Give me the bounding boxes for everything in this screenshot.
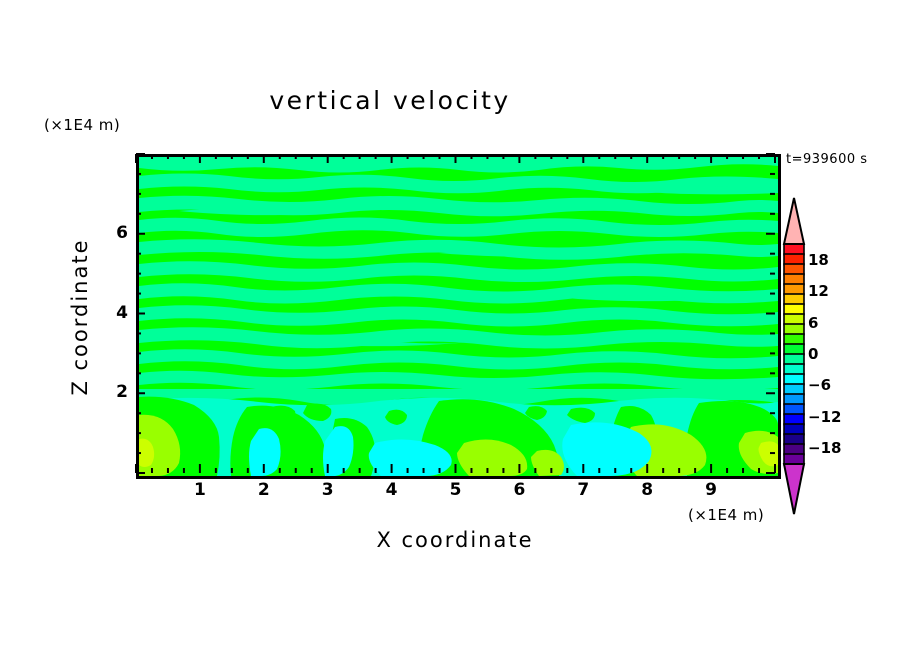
colorbar-band [783, 323, 805, 336]
colorbar-band [783, 353, 805, 366]
colorbar-band [783, 343, 805, 356]
page-title: vertical velocity [269, 86, 511, 115]
colorbar-tick-label: −6 [808, 376, 832, 395]
colorbar-band [783, 423, 805, 436]
x-axis-unit-label: (×1E4 m) [688, 506, 765, 524]
colorbar-band [783, 333, 805, 346]
colorbar-band [783, 253, 805, 266]
colorbar-band [783, 433, 805, 446]
x-axis-title: X coordinate [376, 528, 534, 552]
contour-plot-area [136, 154, 781, 479]
convective-cell-group [139, 396, 778, 476]
y-tick-label: 2 [116, 382, 128, 403]
colorbar-band [783, 313, 805, 326]
colorbar-band [783, 283, 805, 296]
x-tick-label: 7 [577, 480, 590, 500]
colorbar-band [783, 263, 805, 276]
colorbar-tick-label: −12 [808, 407, 842, 426]
x-tick-label: 4 [385, 480, 398, 500]
colorbar-band [783, 363, 805, 376]
y-tick-label: 4 [116, 302, 128, 323]
colorbar: 18 12 6 0 −6 −12 −18 [780, 196, 900, 530]
x-tick-label: 8 [641, 480, 654, 500]
colorbar-tick-label: 12 [808, 282, 829, 301]
x-tick-label: 1 [193, 480, 206, 500]
x-tick-label: 9 [705, 480, 718, 500]
colorbar-band [783, 403, 805, 416]
y-axis-unit-label: (×1E4 m) [44, 116, 121, 134]
wave-striation-group [139, 157, 778, 391]
colorbar-swatches [782, 197, 806, 515]
timestamp-annotation: t=939600 s [786, 152, 868, 167]
colorbar-band [783, 413, 805, 426]
colorbar-band [783, 273, 805, 286]
y-tick-label: 6 [116, 222, 128, 243]
contour-field [139, 157, 778, 476]
colorbar-band [783, 393, 805, 406]
colorbar-band [783, 443, 805, 456]
colorbar-tick-label: 6 [808, 313, 819, 332]
x-tick-label: 3 [321, 480, 334, 500]
colorbar-tick-label: 0 [808, 345, 819, 363]
colorbar-tick-label: 18 [808, 250, 829, 269]
colorbar-tick-label: −18 [808, 439, 842, 458]
x-tick-label: 5 [449, 480, 462, 500]
colorbar-band [783, 303, 805, 316]
x-tick-label: 6 [513, 480, 526, 500]
x-tick-label: 2 [257, 480, 270, 500]
colorbar-band [783, 293, 805, 306]
colorbar-band [783, 243, 805, 256]
colorbar-band [783, 383, 805, 396]
colorbar-band [783, 373, 805, 386]
